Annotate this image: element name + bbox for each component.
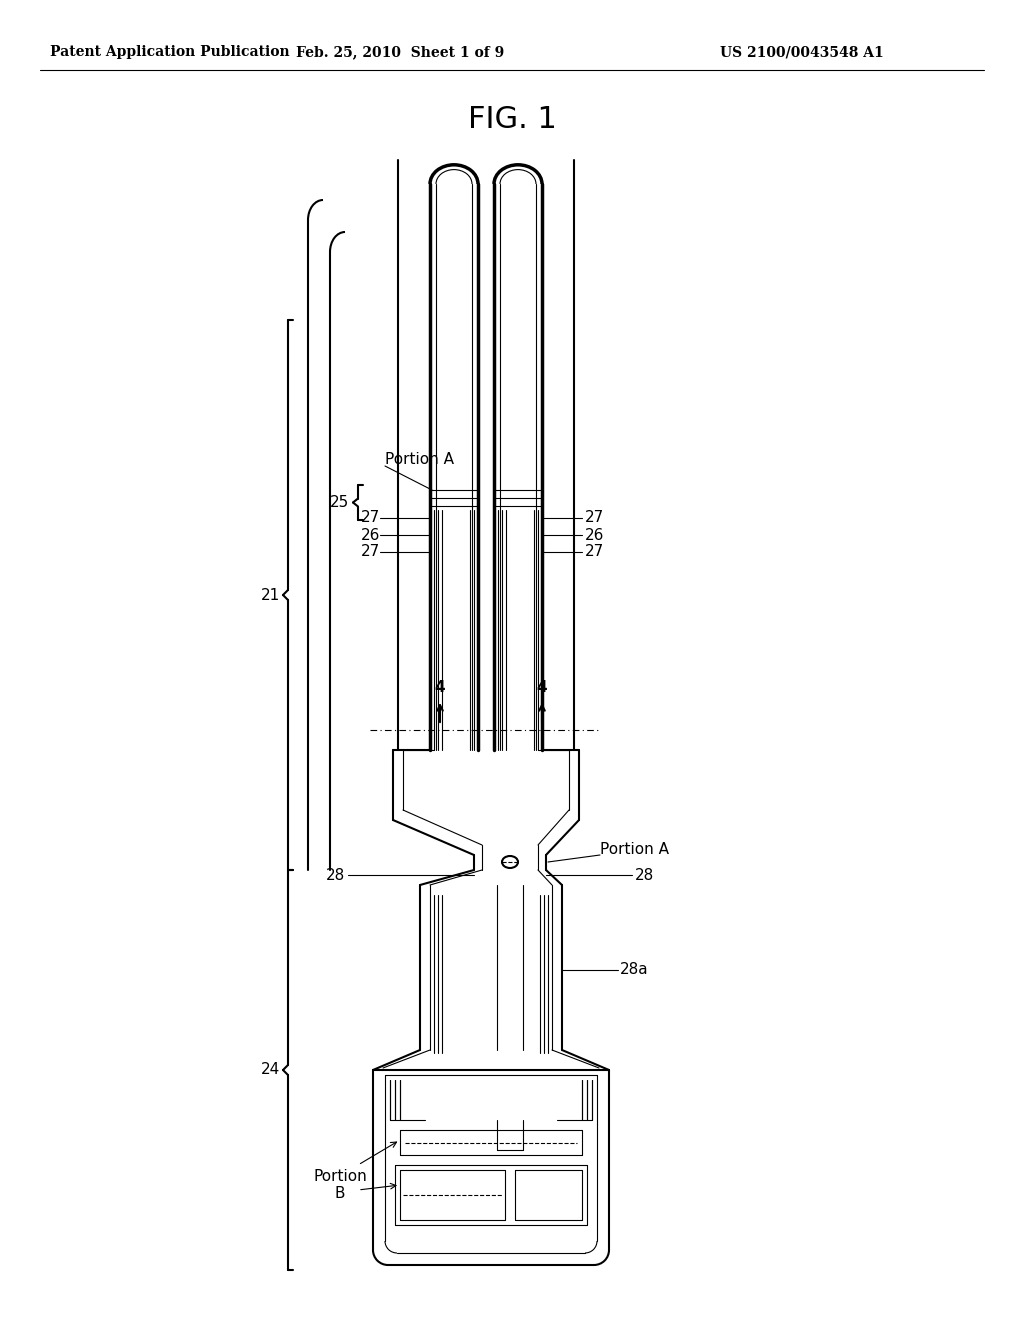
Text: 27: 27 bbox=[360, 544, 380, 560]
Text: 27: 27 bbox=[360, 511, 380, 525]
Text: 27: 27 bbox=[585, 544, 604, 560]
Text: US 2100/0043548 A1: US 2100/0043548 A1 bbox=[720, 45, 884, 59]
Text: Portion A: Portion A bbox=[600, 842, 669, 858]
Text: 21: 21 bbox=[261, 587, 280, 602]
Text: 26: 26 bbox=[585, 528, 604, 543]
Text: 25: 25 bbox=[330, 495, 349, 510]
Text: 24: 24 bbox=[261, 1063, 280, 1077]
Text: 28: 28 bbox=[635, 867, 654, 883]
Text: Feb. 25, 2010  Sheet 1 of 9: Feb. 25, 2010 Sheet 1 of 9 bbox=[296, 45, 504, 59]
Text: 28a: 28a bbox=[620, 962, 648, 978]
Text: 26: 26 bbox=[360, 528, 380, 543]
Text: Portion
B: Portion B bbox=[313, 1168, 367, 1201]
Text: 4: 4 bbox=[537, 681, 547, 696]
Text: FIG. 1: FIG. 1 bbox=[468, 106, 556, 135]
Text: Portion A: Portion A bbox=[385, 453, 454, 467]
Text: Patent Application Publication: Patent Application Publication bbox=[50, 45, 290, 59]
Text: 28: 28 bbox=[326, 867, 345, 883]
Text: 27: 27 bbox=[585, 511, 604, 525]
Text: 4: 4 bbox=[434, 681, 445, 696]
